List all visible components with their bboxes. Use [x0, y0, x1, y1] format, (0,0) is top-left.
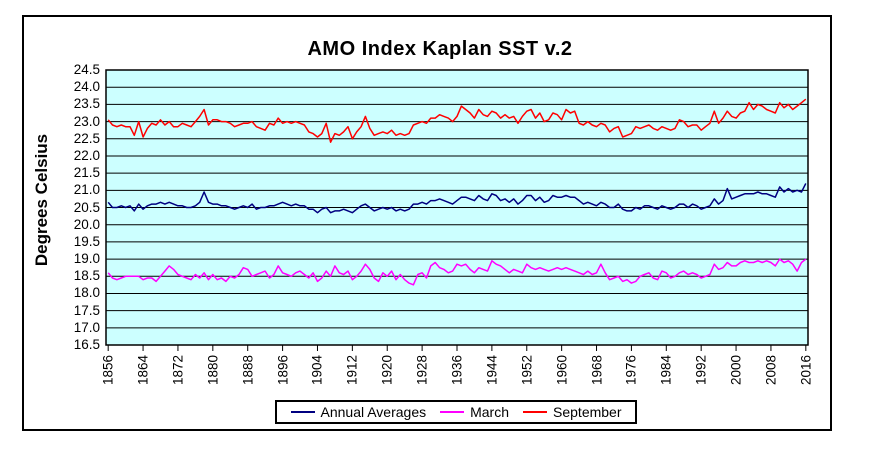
- x-tick-label: 1856: [100, 354, 116, 386]
- x-tick-label: 1976: [623, 354, 639, 386]
- y-tick-label: 21.0: [73, 182, 100, 198]
- x-tick-label: 2000: [728, 354, 744, 386]
- series-line-march: [107, 258, 807, 286]
- legend-line-sample-september: [523, 411, 548, 413]
- x-tick-label: 1880: [205, 354, 221, 386]
- plot-border: [105, 69, 809, 346]
- y-tick-label: 19.5: [73, 233, 100, 249]
- x-tick-label: 1992: [693, 354, 709, 386]
- legend-item-september[interactable]: September: [523, 404, 622, 420]
- x-tick-label: 1936: [449, 354, 465, 386]
- legend-item-march[interactable]: March: [440, 405, 509, 419]
- y-tick-label: 18.5: [73, 268, 100, 284]
- y-tick-label: 17.0: [73, 319, 100, 335]
- x-tick-label: 1888: [240, 354, 256, 386]
- series-line-annual-averages: [107, 183, 807, 214]
- y-tick-label: 24.5: [73, 62, 100, 77]
- legend-label: September: [553, 404, 622, 420]
- legend-item-annual-averages[interactable]: Annual Averages: [290, 404, 427, 420]
- chart-title: AMO Index Kaplan SST v.2: [307, 38, 573, 60]
- x-tick-label: 1960: [554, 354, 570, 386]
- x-tick-label: 1920: [379, 354, 395, 386]
- y-tick-label: 23.5: [73, 96, 100, 112]
- legend-line-sample-march: [440, 411, 465, 413]
- y-tick-label: 22.5: [73, 130, 100, 146]
- y-tick-label: 20.5: [73, 199, 100, 215]
- x-tick-label: 1896: [275, 354, 291, 386]
- legend-label: Annual Averages: [320, 404, 427, 420]
- legend-line-sample-annual-averages: [290, 411, 315, 413]
- x-tick-label: 1872: [170, 354, 186, 386]
- y-tick-label: 24.0: [73, 79, 100, 95]
- x-tick-label: 2016: [798, 354, 814, 386]
- legend-label: March: [470, 404, 510, 420]
- x-tick-label: 1968: [589, 354, 605, 386]
- x-tick-label: 1864: [135, 354, 151, 386]
- y-tick-label: 21.5: [73, 165, 100, 181]
- x-tick-label: 1984: [658, 354, 674, 386]
- x-tick-label: 1912: [344, 354, 360, 386]
- y-tick-label: 20.0: [73, 216, 100, 232]
- series-line-september: [107, 98, 807, 143]
- x-tick-label: 1928: [414, 354, 430, 386]
- y-tick-label: 17.5: [73, 302, 100, 318]
- x-tick-label: 1944: [484, 354, 500, 386]
- y-tick-label: 18.0: [73, 285, 100, 301]
- x-tick-label: 1952: [519, 354, 535, 386]
- y-tick-label: 23.0: [73, 113, 100, 129]
- legend[interactable]: Annual Averages March September: [275, 400, 637, 424]
- y-tick-label: 16.5: [73, 337, 100, 352]
- x-tick-label: 2008: [763, 354, 779, 386]
- x-tick-label: 1904: [309, 354, 325, 386]
- y-tick-label: 22.0: [73, 147, 100, 163]
- y-tick-label: 19.0: [73, 251, 100, 267]
